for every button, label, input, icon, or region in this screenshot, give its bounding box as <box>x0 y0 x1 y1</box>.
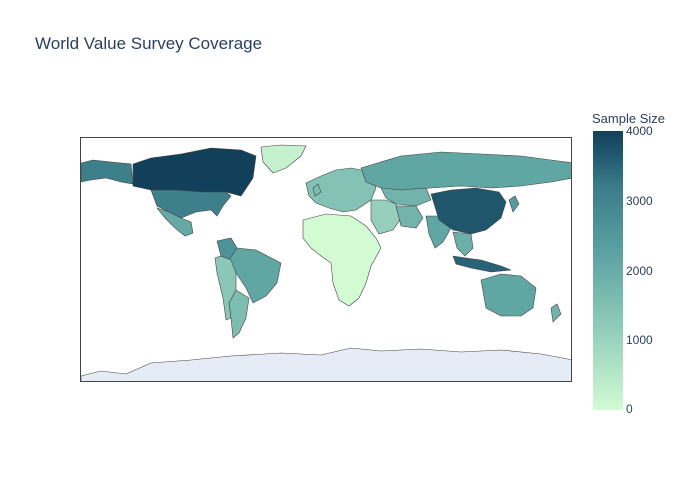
region-southeast-asia[interactable] <box>452 231 474 257</box>
colorbar-title: Sample Size <box>592 111 665 126</box>
region-greenland[interactable] <box>260 144 307 174</box>
region-canada[interactable] <box>132 147 257 197</box>
region-kazakhstan[interactable] <box>380 187 432 207</box>
region-japan[interactable] <box>508 195 520 213</box>
region-australia[interactable] <box>480 273 537 317</box>
region-russia[interactable] <box>360 151 572 191</box>
region-china[interactable] <box>430 187 507 235</box>
colorbar <box>593 131 623 410</box>
chart-title: World Value Survey Coverage <box>35 34 263 53</box>
map-frame[interactable] <box>80 137 572 382</box>
colorbar-tick-3000: 3000 <box>626 194 653 208</box>
colorbar-tick-2000: 2000 <box>626 264 653 278</box>
region-uk[interactable] <box>312 183 322 197</box>
colorbar-tick-1000: 1000 <box>626 333 653 347</box>
region-new-zealand[interactable] <box>550 303 562 323</box>
colorbar-tick-4000: 4000 <box>626 124 653 138</box>
region-antarctica[interactable] <box>81 347 572 382</box>
region-africa-other[interactable] <box>302 213 382 307</box>
colorbar-tick-0: 0 <box>626 402 633 416</box>
region-indonesia[interactable] <box>452 255 512 273</box>
world-map[interactable] <box>81 138 572 382</box>
region-south-america-other[interactable] <box>214 255 237 321</box>
region-alaska[interactable] <box>81 159 134 185</box>
region-middle-east[interactable] <box>370 199 402 235</box>
region-iran[interactable] <box>395 205 424 229</box>
region-mexico[interactable] <box>156 207 194 237</box>
